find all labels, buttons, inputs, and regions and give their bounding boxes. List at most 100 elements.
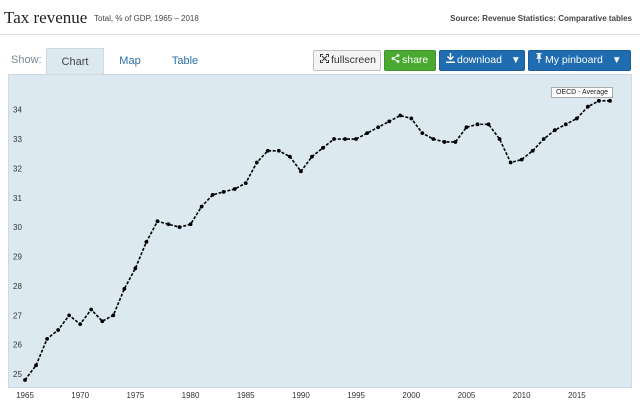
page-title: Tax revenue bbox=[4, 8, 88, 27]
data-point bbox=[23, 378, 27, 382]
data-point bbox=[365, 131, 370, 136]
series-line bbox=[24, 100, 610, 381]
data-point bbox=[45, 336, 49, 341]
show-label: Show: bbox=[11, 54, 42, 66]
data-point bbox=[332, 137, 336, 141]
chart-header: Tax revenue Total, % of GDP, 1965 – 2018… bbox=[0, 0, 640, 35]
x-tick-label: 2005 bbox=[458, 391, 476, 400]
data-point bbox=[442, 140, 447, 144]
y-tick-label: 26 bbox=[13, 341, 22, 350]
pinboard-label: My pinboard bbox=[545, 54, 603, 66]
data-point bbox=[232, 187, 237, 191]
share-label: share bbox=[402, 54, 429, 66]
fullscreen-label: fullscreen bbox=[331, 54, 376, 66]
data-point bbox=[276, 148, 281, 153]
data-point bbox=[541, 137, 546, 141]
data-point bbox=[287, 154, 292, 159]
x-tick-label: 1995 bbox=[347, 391, 365, 400]
data-point bbox=[574, 116, 579, 121]
share-button[interactable]: share bbox=[384, 50, 436, 71]
page-subtitle: Total, % of GDP, 1965 – 2018 bbox=[94, 14, 199, 23]
data-point bbox=[155, 219, 160, 224]
data-point bbox=[420, 131, 425, 136]
fullscreen-button[interactable]: fullscreen bbox=[313, 50, 381, 71]
data-point bbox=[343, 137, 347, 141]
chart-panel bbox=[8, 74, 632, 388]
series-label-oecd-average: OECD - Average bbox=[551, 87, 614, 98]
x-tick-label: 1970 bbox=[71, 391, 89, 400]
data-point bbox=[453, 140, 458, 144]
data-point bbox=[508, 160, 513, 165]
data-point bbox=[56, 328, 61, 332]
x-tick-label: 1980 bbox=[182, 391, 200, 400]
data-point bbox=[243, 181, 248, 186]
x-tick-label: 2000 bbox=[402, 391, 420, 400]
y-tick-label: 30 bbox=[13, 223, 22, 232]
y-tick-label: 28 bbox=[13, 282, 22, 291]
data-point bbox=[100, 319, 105, 324]
source-note: Source: Revenue Statistics: Comparative … bbox=[450, 14, 632, 23]
data-point bbox=[486, 122, 491, 127]
data-point bbox=[431, 137, 436, 141]
data-point bbox=[608, 98, 612, 103]
data-point bbox=[188, 222, 193, 227]
tab-chart[interactable]: Chart bbox=[46, 48, 104, 75]
data-point bbox=[387, 119, 392, 124]
x-tick-label: 2010 bbox=[513, 391, 531, 400]
y-tick-label: 33 bbox=[13, 135, 22, 144]
data-point bbox=[321, 145, 325, 150]
y-tick-label: 32 bbox=[13, 164, 22, 173]
share-icon bbox=[391, 51, 400, 70]
tab-map[interactable]: Map bbox=[119, 55, 141, 67]
data-point bbox=[122, 286, 127, 291]
x-tick-label: 1985 bbox=[237, 391, 255, 400]
data-point bbox=[519, 157, 524, 162]
x-tick-label: 2015 bbox=[568, 391, 586, 400]
pinboard-button[interactable]: My pinboard ▼ bbox=[528, 50, 631, 71]
x-tick-label: 1990 bbox=[292, 391, 310, 400]
download-button[interactable]: download ▼ bbox=[439, 50, 525, 71]
data-point bbox=[210, 192, 215, 197]
x-axis: 1965 1970 1975 1980 1985 1990 1995 2000 2005 2010… bbox=[16, 391, 586, 400]
data-point bbox=[111, 313, 116, 318]
data-point bbox=[199, 204, 204, 209]
y-tick-label: 27 bbox=[13, 311, 22, 320]
caret-down-icon: ▼ bbox=[510, 55, 521, 66]
y-tick-label: 34 bbox=[13, 106, 22, 115]
data-point bbox=[398, 113, 403, 118]
data-point bbox=[254, 160, 259, 165]
data-point bbox=[475, 122, 480, 127]
data-point bbox=[354, 137, 359, 141]
data-point bbox=[376, 125, 381, 130]
data-point bbox=[563, 122, 568, 127]
data-point bbox=[67, 313, 72, 318]
y-tick-label: 25 bbox=[13, 370, 22, 379]
data-point bbox=[89, 307, 94, 312]
data-point bbox=[166, 222, 171, 227]
download-label: download bbox=[457, 54, 502, 66]
x-tick-label: 1965 bbox=[16, 391, 34, 400]
data-point bbox=[530, 148, 535, 153]
caret-down-icon: ▼ bbox=[611, 55, 622, 66]
data-point bbox=[78, 322, 83, 327]
data-point bbox=[552, 128, 557, 133]
data-point bbox=[310, 154, 314, 159]
data-point bbox=[464, 125, 469, 130]
data-point bbox=[34, 363, 38, 368]
data-point bbox=[133, 266, 138, 271]
y-tick-label: 29 bbox=[13, 253, 22, 262]
data-point bbox=[177, 225, 182, 230]
data-point bbox=[597, 98, 601, 103]
data-point bbox=[221, 190, 226, 194]
tab-table[interactable]: Table bbox=[171, 55, 199, 67]
pin-icon bbox=[535, 51, 543, 70]
data-point bbox=[409, 116, 414, 121]
data-point bbox=[144, 239, 149, 244]
series-oecd-average bbox=[23, 98, 612, 382]
data-point bbox=[299, 169, 303, 174]
data-point bbox=[585, 104, 590, 109]
x-tick-label: 1975 bbox=[126, 391, 144, 400]
data-point bbox=[265, 148, 270, 153]
data-point bbox=[497, 137, 502, 141]
